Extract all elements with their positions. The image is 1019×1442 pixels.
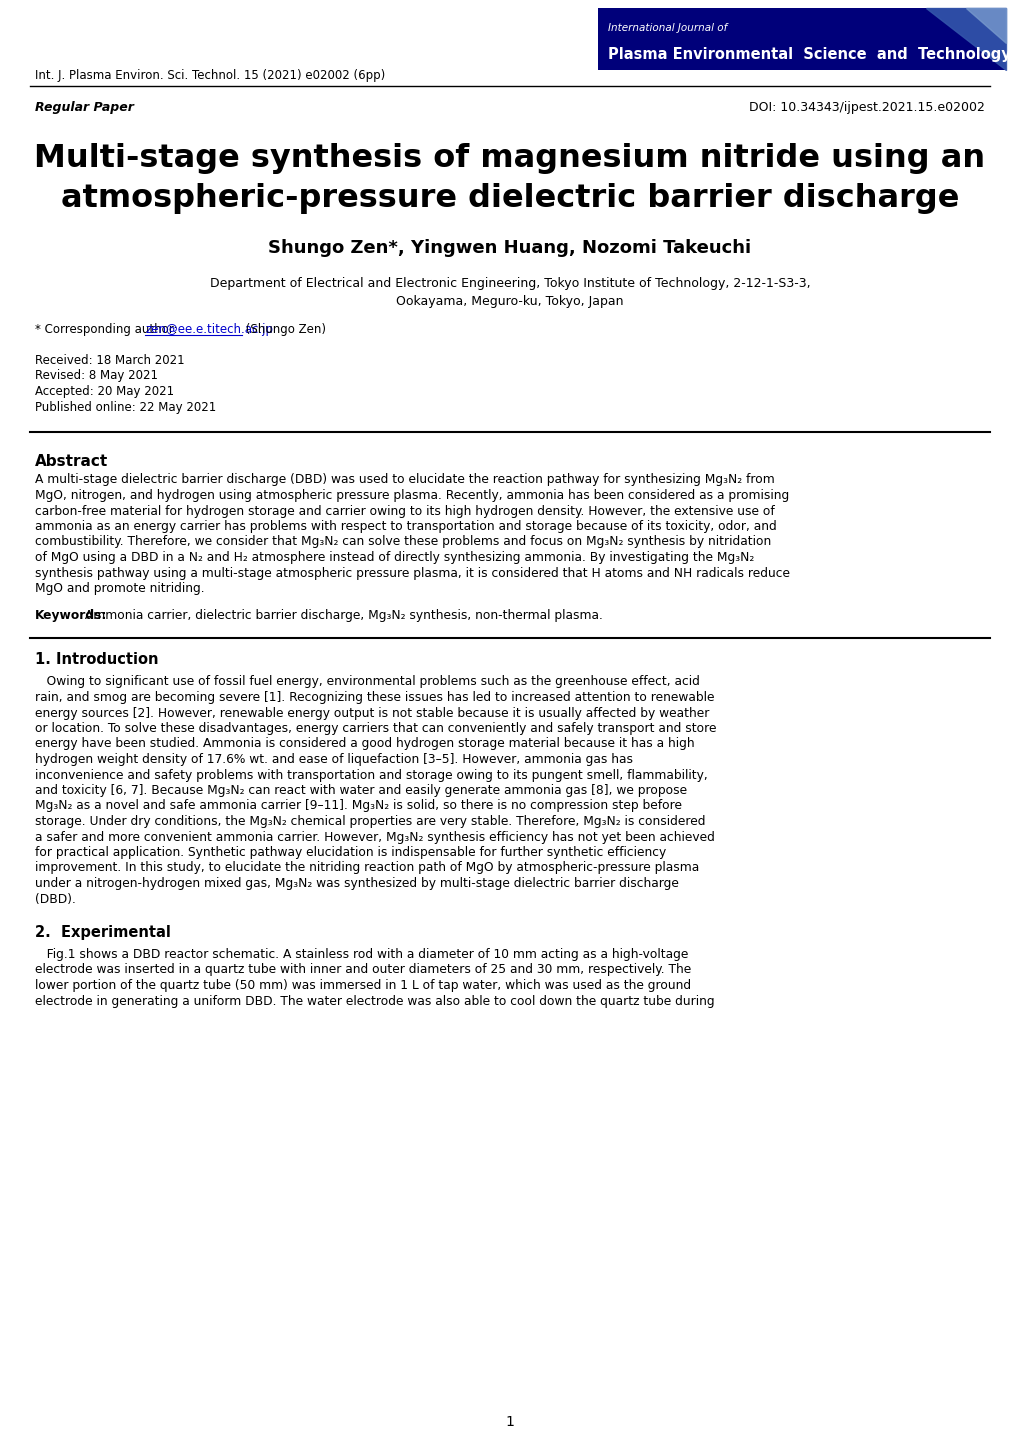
Text: of MgO using a DBD in a N₂ and H₂ atmosphere instead of directly synthesizing am: of MgO using a DBD in a N₂ and H₂ atmosp… — [35, 551, 753, 564]
Text: synthesis pathway using a multi-stage atmospheric pressure plasma, it is conside: synthesis pathway using a multi-stage at… — [35, 567, 790, 580]
Text: A multi-stage dielectric barrier discharge (DBD) was used to elucidate the react: A multi-stage dielectric barrier dischar… — [35, 473, 774, 486]
Text: electrode in generating a uniform DBD. The water electrode was also able to cool: electrode in generating a uniform DBD. T… — [35, 995, 714, 1008]
Text: Accepted: 20 May 2021: Accepted: 20 May 2021 — [35, 385, 174, 398]
Text: MgO, nitrogen, and hydrogen using atmospheric pressure plasma. Recently, ammonia: MgO, nitrogen, and hydrogen using atmosp… — [35, 489, 789, 502]
Text: Received: 18 March 2021: Received: 18 March 2021 — [35, 353, 184, 366]
Text: energy have been studied. Ammonia is considered a good hydrogen storage material: energy have been studied. Ammonia is con… — [35, 737, 694, 750]
Text: for practical application. Synthetic pathway elucidation is indispensable for fu: for practical application. Synthetic pat… — [35, 846, 665, 859]
Text: zen@ee.e.titech.ac.jp: zen@ee.e.titech.ac.jp — [146, 323, 273, 336]
Text: combustibility. Therefore, we consider that Mg₃N₂ can solve these problems and f: combustibility. Therefore, we consider t… — [35, 535, 770, 548]
Text: Fig.1 shows a DBD reactor schematic. A stainless rod with a diameter of 10 mm ac: Fig.1 shows a DBD reactor schematic. A s… — [35, 947, 688, 960]
Text: * Corresponding author:: * Corresponding author: — [35, 323, 181, 336]
Text: inconvenience and safety problems with transportation and storage owing to its p: inconvenience and safety problems with t… — [35, 769, 707, 782]
Text: 1. Introduction: 1. Introduction — [35, 652, 158, 668]
Text: Ammonia carrier, dielectric barrier discharge, Mg₃N₂ synthesis, non-thermal plas: Ammonia carrier, dielectric barrier disc… — [81, 610, 602, 623]
Text: Published online: 22 May 2021: Published online: 22 May 2021 — [35, 401, 216, 414]
Text: Abstract: Abstract — [35, 454, 108, 470]
Polygon shape — [925, 9, 1005, 71]
Text: 1: 1 — [505, 1415, 514, 1429]
Text: Owing to significant use of fossil fuel energy, environmental problems such as t: Owing to significant use of fossil fuel … — [35, 675, 699, 688]
Text: lower portion of the quartz tube (50 mm) was immersed in 1 L of tap water, which: lower portion of the quartz tube (50 mm)… — [35, 979, 691, 992]
Text: Revised: 8 May 2021: Revised: 8 May 2021 — [35, 369, 158, 382]
Text: Department of Electrical and Electronic Engineering, Tokyo Institute of Technolo: Department of Electrical and Electronic … — [210, 277, 809, 290]
Text: 2.  Experimental: 2. Experimental — [35, 924, 171, 940]
Text: (DBD).: (DBD). — [35, 893, 75, 906]
Text: ammonia as an energy carrier has problems with respect to transportation and sto: ammonia as an energy carrier has problem… — [35, 521, 776, 534]
FancyBboxPatch shape — [597, 9, 1005, 71]
Polygon shape — [965, 9, 1005, 43]
Text: a safer and more convenient ammonia carrier. However, Mg₃N₂ synthesis efficiency: a safer and more convenient ammonia carr… — [35, 831, 714, 844]
Text: Keywords:: Keywords: — [35, 610, 107, 623]
Text: Regular Paper: Regular Paper — [35, 101, 133, 114]
Text: under a nitrogen-hydrogen mixed gas, Mg₃N₂ was synthesized by multi-stage dielec: under a nitrogen-hydrogen mixed gas, Mg₃… — [35, 877, 679, 890]
Text: Shungo Zen*, Yingwen Huang, Nozomi Takeuchi: Shungo Zen*, Yingwen Huang, Nozomi Takeu… — [268, 239, 751, 257]
Text: rain, and smog are becoming severe [1]. Recognizing these issues has led to incr: rain, and smog are becoming severe [1]. … — [35, 691, 713, 704]
Text: DOI: 10.34343/ijpest.2021.15.e02002: DOI: 10.34343/ijpest.2021.15.e02002 — [748, 101, 984, 114]
Text: Mg₃N₂ as a novel and safe ammonia carrier [9–11]. Mg₃N₂ is solid, so there is no: Mg₃N₂ as a novel and safe ammonia carrie… — [35, 799, 682, 812]
Text: hydrogen weight density of 17.6% wt. and ease of liquefaction [3–5]. However, am: hydrogen weight density of 17.6% wt. and… — [35, 753, 633, 766]
Text: Plasma Environmental  Science  and  Technology: Plasma Environmental Science and Technol… — [607, 46, 1010, 62]
Text: electrode was inserted in a quartz tube with inner and outer diameters of 25 and: electrode was inserted in a quartz tube … — [35, 963, 691, 976]
Text: improvement. In this study, to elucidate the nitriding reaction path of MgO by a: improvement. In this study, to elucidate… — [35, 861, 699, 874]
Text: and toxicity [6, 7]. Because Mg₃N₂ can react with water and easily generate ammo: and toxicity [6, 7]. Because Mg₃N₂ can r… — [35, 784, 687, 797]
Text: Ookayama, Meguro-ku, Tokyo, Japan: Ookayama, Meguro-ku, Tokyo, Japan — [395, 296, 624, 309]
Text: Int. J. Plasma Environ. Sci. Technol. 15 (2021) e02002 (6pp): Int. J. Plasma Environ. Sci. Technol. 15… — [35, 69, 385, 82]
Text: International Journal of: International Journal of — [607, 23, 727, 33]
Text: Multi-stage synthesis of magnesium nitride using an: Multi-stage synthesis of magnesium nitri… — [35, 143, 984, 173]
Text: energy sources [2]. However, renewable energy output is not stable because it is: energy sources [2]. However, renewable e… — [35, 707, 708, 720]
Text: (Shungo Zen): (Shungo Zen) — [242, 323, 326, 336]
Text: or location. To solve these disadvantages, energy carriers that can conveniently: or location. To solve these disadvantage… — [35, 722, 715, 735]
Text: MgO and promote nitriding.: MgO and promote nitriding. — [35, 583, 205, 596]
Text: carbon-free material for hydrogen storage and carrier owing to its high hydrogen: carbon-free material for hydrogen storag… — [35, 505, 774, 518]
Text: atmospheric-pressure dielectric barrier discharge: atmospheric-pressure dielectric barrier … — [61, 183, 958, 213]
Text: storage. Under dry conditions, the Mg₃N₂ chemical properties are very stable. Th: storage. Under dry conditions, the Mg₃N₂… — [35, 815, 705, 828]
